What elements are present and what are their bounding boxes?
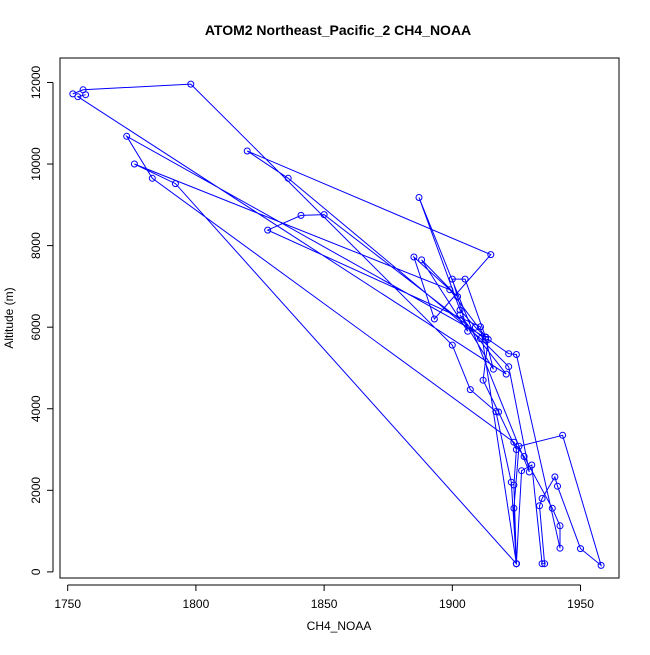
data-point xyxy=(577,545,584,553)
y-axis: 0 2000 4000 6000 8000 10000 12000 xyxy=(29,65,54,575)
data-point xyxy=(448,275,456,283)
data-point xyxy=(446,286,454,294)
y-axis-label: Altitude (m) xyxy=(2,287,16,348)
data-point xyxy=(320,211,328,219)
data-point xyxy=(525,468,533,476)
data-point xyxy=(74,93,82,101)
data-point xyxy=(495,408,502,416)
y-tick-label: 8000 xyxy=(29,232,43,259)
y-tick-label: 4000 xyxy=(29,395,43,422)
data-point xyxy=(123,132,131,140)
y-tick-label: 0 xyxy=(29,568,43,575)
data-point xyxy=(556,544,564,552)
data-point xyxy=(187,80,195,88)
data-point xyxy=(410,253,418,261)
y-tick-label: 10000 xyxy=(29,147,43,181)
data-point xyxy=(554,482,561,490)
data-point xyxy=(510,481,518,489)
data-point xyxy=(502,370,510,378)
plot-frame xyxy=(59,57,620,579)
data-point xyxy=(487,251,495,259)
data-point xyxy=(536,502,543,510)
data-point xyxy=(482,335,490,343)
data-point xyxy=(505,350,513,358)
data-point xyxy=(297,211,305,219)
x-tick-label: 1850 xyxy=(311,597,338,611)
x-axis: 1750 1800 1850 1900 1950 xyxy=(54,584,594,611)
data-point xyxy=(456,306,464,314)
data-point xyxy=(82,91,90,99)
data-point xyxy=(448,341,456,349)
y-tick-label: 12000 xyxy=(29,65,43,99)
data-point xyxy=(510,504,518,512)
data-point xyxy=(512,351,520,358)
data-point xyxy=(454,293,461,301)
data-point xyxy=(464,327,472,335)
data-point xyxy=(466,386,474,394)
data-point xyxy=(461,275,469,283)
data-point xyxy=(477,323,484,331)
data-point xyxy=(551,473,559,481)
data-point xyxy=(415,194,423,201)
series-layer xyxy=(69,80,605,569)
y-tick-label: 2000 xyxy=(29,477,43,504)
data-point xyxy=(243,147,251,155)
data-point xyxy=(520,453,528,460)
data-point xyxy=(548,504,556,512)
data-point xyxy=(456,311,464,319)
data-point xyxy=(171,180,179,188)
x-tick-label: 1900 xyxy=(439,597,466,611)
data-point xyxy=(528,461,536,469)
data-point xyxy=(284,174,292,182)
data-point xyxy=(559,431,567,439)
data-point xyxy=(512,560,520,568)
data-point xyxy=(538,560,546,568)
chart-title: ATOM2 Northeast_Pacific_2 CH4_NOAA xyxy=(205,22,471,38)
data-point xyxy=(430,315,438,323)
data-point xyxy=(479,376,487,384)
data-point xyxy=(492,408,500,416)
data-point xyxy=(510,438,518,446)
x-tick-label: 1800 xyxy=(183,597,210,611)
data-point xyxy=(538,495,546,502)
data-point xyxy=(541,560,549,568)
data-point xyxy=(518,467,526,475)
data-point xyxy=(597,561,605,569)
data-point xyxy=(482,333,490,341)
data-point xyxy=(130,160,138,168)
x-axis-label: CH4_NOAA xyxy=(307,619,372,633)
data-point xyxy=(264,226,272,234)
data-point xyxy=(505,363,513,371)
data-point xyxy=(148,174,156,182)
x-tick-label: 1750 xyxy=(54,597,81,611)
data-point xyxy=(556,522,564,530)
data-point xyxy=(489,365,497,373)
series-line xyxy=(72,83,603,567)
x-tick-label: 1950 xyxy=(567,597,594,611)
data-point xyxy=(418,256,426,264)
y-tick-label: 6000 xyxy=(29,314,43,341)
data-point xyxy=(471,323,479,331)
data-point xyxy=(512,446,520,453)
